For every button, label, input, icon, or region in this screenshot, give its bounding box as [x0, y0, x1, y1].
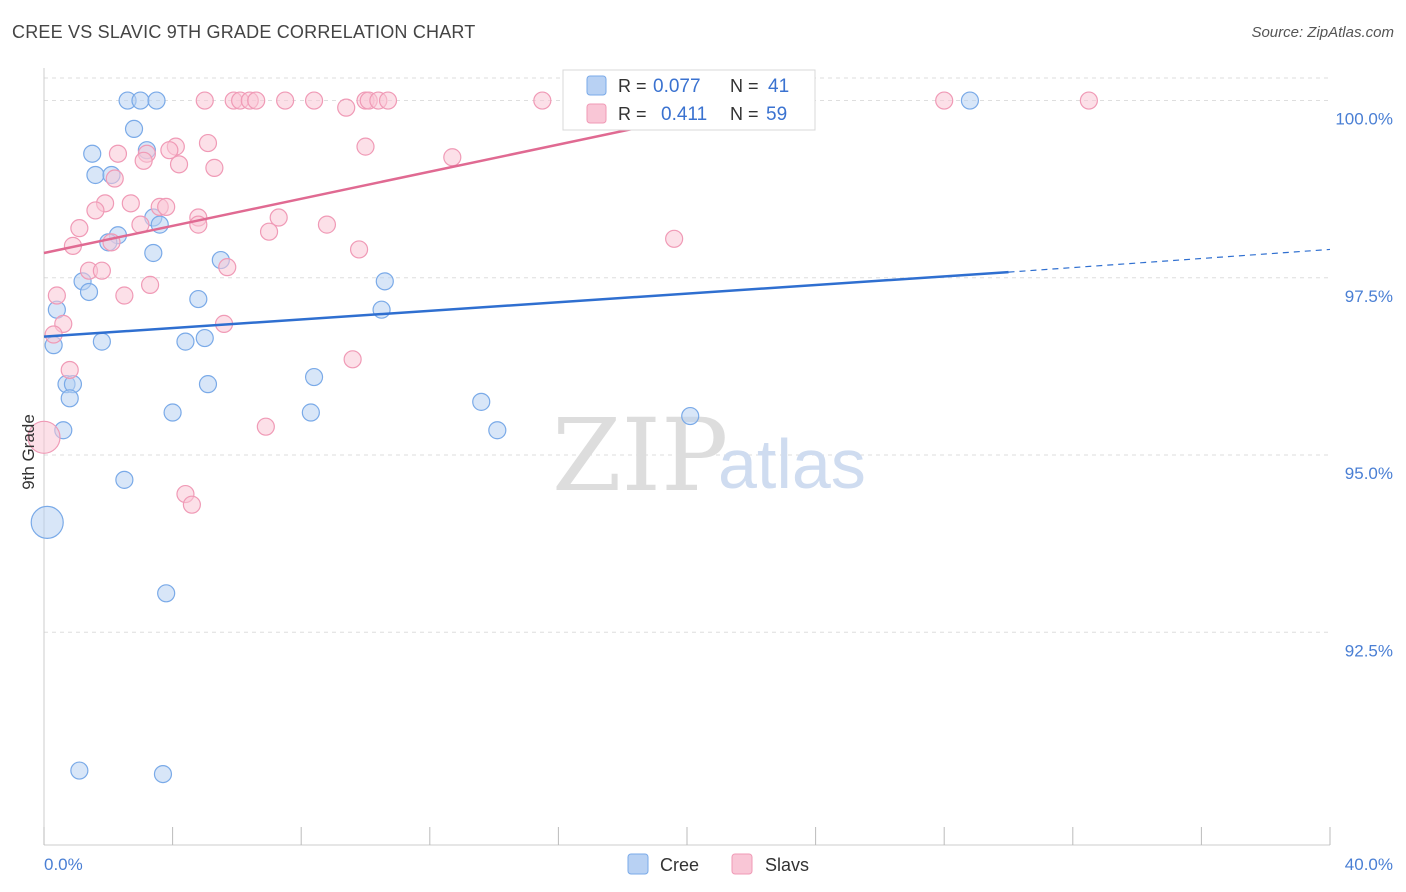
cree-point	[153, 764, 173, 784]
cree-legend-swatch	[586, 75, 607, 96]
cree-point	[60, 389, 79, 408]
stats-legend: R = 0.077 N = 41 R = 0.411 N = 59	[562, 69, 816, 131]
cree-point	[124, 119, 144, 139]
slavs-point	[343, 350, 362, 369]
cree-trend-line	[43, 270, 1009, 338]
slavs-point	[92, 261, 111, 280]
slavs-point	[317, 215, 337, 234]
cree-trend-extension	[1008, 248, 1331, 273]
cree-point	[960, 91, 980, 110]
cree-bottom-swatch	[627, 853, 649, 875]
y-axis-label: 9th Grade	[19, 414, 38, 490]
cree-point	[163, 403, 182, 422]
slavs-point	[304, 91, 324, 110]
cree-point	[115, 470, 134, 489]
slavs-point	[47, 286, 66, 305]
cree-point	[195, 328, 214, 348]
y-tick-label: 100.0%	[1335, 110, 1393, 129]
cree-point	[131, 91, 150, 110]
slavs-point	[134, 151, 153, 170]
y-tick-label: 97.5%	[1345, 287, 1393, 306]
trend-layer	[43, 99, 1331, 338]
slavs-point	[108, 144, 128, 163]
slavs-point	[378, 91, 398, 110]
slavs-point	[256, 417, 275, 436]
slavs-point	[195, 91, 214, 110]
slavs-point	[60, 360, 79, 380]
cree-point	[301, 403, 320, 422]
y-tick-label: 92.5%	[1345, 641, 1393, 660]
slavs-legend-swatch	[586, 103, 607, 124]
axis-layer	[43, 68, 1331, 846]
cree-point	[488, 421, 507, 440]
cree-point	[30, 505, 64, 540]
cree-point	[70, 761, 89, 780]
slavs-point	[337, 98, 356, 117]
cree-n-label: N =	[730, 76, 759, 96]
slavs-point	[269, 208, 288, 227]
cree-n-value: 41	[768, 76, 789, 97]
slavs-n-label: N =	[730, 104, 759, 124]
tick-labels: 92.5% 95.0% 97.5% 100.0% 0.0% 40.0%	[44, 110, 1393, 874]
cree-point	[144, 243, 163, 263]
cree-point	[92, 332, 111, 351]
cree-point	[147, 91, 166, 110]
slavs-point	[169, 155, 189, 174]
slavs-point	[205, 158, 224, 177]
slavs-n-value: 59	[766, 104, 787, 125]
cree-point	[176, 332, 195, 351]
x-tick-label: 0.0%	[44, 855, 83, 874]
slavs-point	[198, 133, 218, 153]
cree-point	[375, 272, 394, 291]
slavs-point	[356, 137, 375, 156]
slavs-point	[533, 91, 552, 110]
slavs-bottom-label: Slavs	[765, 855, 809, 875]
slavs-point	[157, 197, 176, 216]
slavs-point	[349, 240, 369, 259]
slavs-point	[70, 219, 89, 238]
slavs-point	[935, 91, 954, 110]
cree-bottom-label: Cree	[660, 855, 699, 875]
cree-point	[304, 367, 324, 387]
cree-point	[472, 392, 491, 411]
slavs-r-label: R =	[618, 104, 647, 124]
cree-r-label: R =	[618, 76, 647, 96]
slavs-point	[1079, 91, 1098, 110]
slavs-point	[160, 141, 179, 160]
slavs-point	[665, 229, 684, 248]
source-credit: Source: ZipAtlas.com	[1251, 24, 1394, 41]
cree-point	[681, 406, 700, 426]
y-tick-label: 95.0%	[1345, 464, 1393, 483]
cree-point	[198, 375, 218, 394]
cree-point	[79, 282, 99, 302]
slavs-point	[86, 201, 105, 220]
cree-point	[83, 144, 102, 163]
slavs-point	[247, 91, 266, 110]
slavs-point	[27, 420, 61, 454]
slavs-point	[115, 286, 134, 305]
x-tick-label: 40.0%	[1345, 855, 1393, 874]
cree-point	[157, 584, 176, 603]
slavs-bottom-swatch	[731, 853, 753, 875]
series-legend: Cree Slavs	[627, 853, 809, 875]
slavs-point	[121, 194, 140, 213]
slavs-point	[140, 275, 160, 294]
chart-title: CREE VS SLAVIC 9TH GRADE CORRELATION CHA…	[12, 22, 476, 42]
watermark-atlas: atlas	[718, 425, 866, 503]
slavs-point	[276, 91, 295, 110]
watermark-zip: ZIP	[552, 397, 728, 514]
slavs-point	[443, 148, 462, 167]
slavs-r-value: 0.411	[661, 104, 707, 125]
cree-point	[86, 165, 105, 185]
cree-point	[189, 289, 208, 309]
slavs-point	[182, 495, 201, 514]
slavs-point	[105, 169, 124, 188]
slavs-point	[218, 258, 237, 277]
cree-r-value: 0.077	[653, 76, 701, 97]
grid-layer	[44, 77, 1330, 633]
slavs-point	[259, 222, 279, 241]
